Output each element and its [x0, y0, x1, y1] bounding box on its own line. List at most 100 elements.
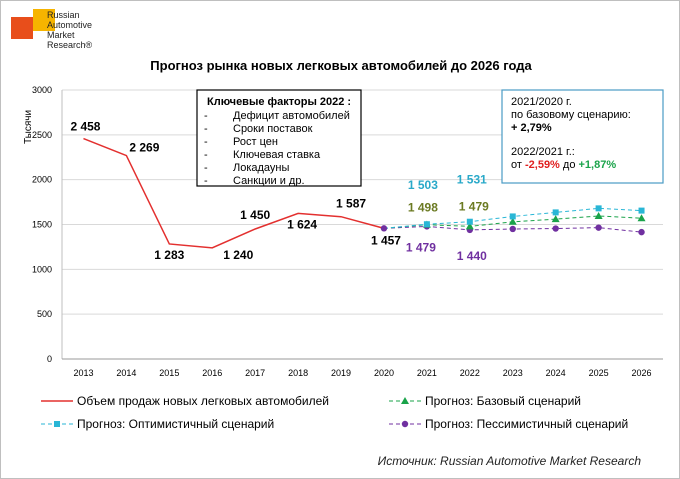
growth-box: 2021/2020 г. по базовому сценарию: + 2,7… [501, 89, 664, 184]
x-tick-label: 2024 [546, 368, 566, 378]
growth-range-to-label: до [563, 159, 579, 171]
y-tick-label: 3000 [32, 85, 52, 95]
legend: Объем продаж новых легковых автомобилей П… [41, 394, 628, 431]
legend-label-pessimistic: Прогноз: Пессимистичный сценарий [425, 417, 628, 431]
point-optimistic [638, 207, 645, 214]
point-optimistic [509, 213, 516, 220]
data-label-actual: 1 457 [371, 233, 401, 247]
source-note: Источник: Russian Automotive Market Rese… [377, 454, 641, 468]
y-tick-label: 1500 [32, 220, 52, 230]
x-tick-label: 2023 [503, 368, 523, 378]
legend-marker-base [401, 397, 409, 404]
data-label-optimistic: 1 531 [457, 173, 487, 187]
point-base [594, 211, 603, 219]
data-label-actual: 1 450 [240, 208, 270, 222]
factor-item: Дефицит автомобилей [233, 110, 350, 122]
x-tick-label: 2021 [417, 368, 437, 378]
point-pessimistic [509, 225, 516, 233]
data-label-actual: 1 240 [223, 248, 253, 262]
factor-item: Рост цен [233, 136, 278, 148]
growth-line-4: 2022/2021 г.: [511, 146, 575, 158]
logo-mark-accent [33, 9, 55, 31]
growth-range-from-label: от [511, 159, 525, 171]
y-tick-label: 2000 [32, 175, 52, 185]
point-base [465, 222, 474, 230]
x-tick-label: 2019 [331, 368, 351, 378]
point-optimistic [552, 209, 559, 216]
data-label-actual: 2 458 [70, 120, 100, 134]
x-tick-label: 2020 [374, 368, 394, 378]
point-pessimistic [552, 225, 559, 232]
x-tick-label: 2014 [116, 368, 136, 378]
y-tick-label: 2500 [32, 130, 52, 140]
legend-label-optimistic: Прогноз: Оптимистичный сценарий [77, 417, 274, 431]
legend-label-actual: Объем продаж новых легковых автомобилей [77, 394, 329, 408]
growth-line-1: 2021/2020 г. [511, 96, 572, 108]
data-labels: 2 458 2 269 1 283 1 240 1 450 1 624 1 587 1 457… [70, 120, 489, 263]
logo-nami: НАМИ [15, 13, 33, 19]
brand-line-1: Russian [47, 10, 80, 20]
x-tick-label: 2018 [288, 368, 308, 378]
legend-label-base: Прогноз: Базовый сценарий [425, 394, 581, 408]
brand-line-4: Research® [47, 40, 93, 50]
point-optimistic [595, 205, 602, 212]
factor-bullet: - [204, 175, 208, 187]
y-axis-label: Тысячи [23, 110, 34, 144]
data-label-actual: 1 587 [336, 197, 366, 211]
data-label-base: 1 479 [459, 199, 489, 213]
key-factors-list: - Дефицит автомобилей - Сроки поставок - Рост… [204, 110, 350, 187]
point-2020 [380, 225, 388, 232]
point-optimistic [466, 218, 473, 225]
growth-value-base: + 2,79% [511, 122, 552, 134]
brand-logo: Russian Automotive Market Research® [47, 10, 92, 50]
factor-item: Ключевая ставка [233, 149, 321, 161]
point-optimistic [423, 221, 430, 228]
point-base [508, 217, 517, 225]
logo-mark [11, 17, 33, 39]
data-label-pessimistic: 1 479 [406, 240, 436, 254]
x-tick-label: 2013 [73, 368, 93, 378]
point-base [637, 214, 646, 222]
legend-marker-pessimistic [401, 420, 409, 428]
y-tick-labels: 0 500 1000 1500 2000 2500 3000 [32, 85, 52, 364]
factor-bullet: - [204, 162, 208, 174]
x-tick-labels: 2013 2014 2015 2016 2017 2018 2019 2020 2021 2022… [73, 368, 651, 378]
x-tick-label: 2022 [460, 368, 480, 378]
brand-line-2: Automotive [47, 20, 93, 30]
series-group [83, 137, 646, 249]
factor-bullet: - [204, 123, 208, 135]
brand-line-3: Market [47, 30, 75, 40]
data-label-actual: 1 283 [154, 248, 184, 262]
point-pessimistic [595, 224, 602, 231]
y-tick-label: 500 [37, 309, 52, 319]
data-label-optimistic: 1 503 [408, 178, 438, 192]
x-tick-label: 2025 [589, 368, 609, 378]
point-base [551, 215, 560, 223]
data-label-base: 1 498 [408, 201, 438, 215]
factor-bullet: - [204, 110, 208, 122]
factor-bullet: - [204, 149, 208, 161]
growth-range-low: -2,59% [525, 159, 560, 171]
key-factors-title: Ключевые факторы 2022 : [207, 96, 351, 108]
x-tick-label: 2026 [632, 368, 652, 378]
key-factors-box: Ключевые факторы 2022 : - Дефицит автомоб… [196, 89, 362, 187]
data-label-pessimistic: 1 440 [457, 249, 487, 263]
growth-range-high: +1,87% [579, 159, 617, 171]
point-pessimistic [638, 228, 645, 236]
y-tick-label: 0 [47, 354, 52, 364]
legend-marker-optimistic [54, 421, 60, 427]
factor-item: Сроки поставок [233, 123, 313, 135]
growth-range: от -2,59% до +1,87% [511, 159, 616, 171]
x-tick-label: 2016 [202, 368, 222, 378]
data-label-actual: 2 269 [129, 141, 159, 155]
factor-bullet: - [204, 136, 208, 148]
chart-title: Прогноз рынка новых легковых автомобилей… [150, 58, 532, 73]
series-line-actual [83, 137, 385, 249]
y-tick-label: 1000 [32, 264, 52, 274]
x-tick-label: 2017 [245, 368, 265, 378]
growth-line-2: по базовому сценарию: [511, 109, 631, 121]
factor-item: Санкции и др. [233, 175, 305, 187]
x-tick-label: 2015 [159, 368, 179, 378]
